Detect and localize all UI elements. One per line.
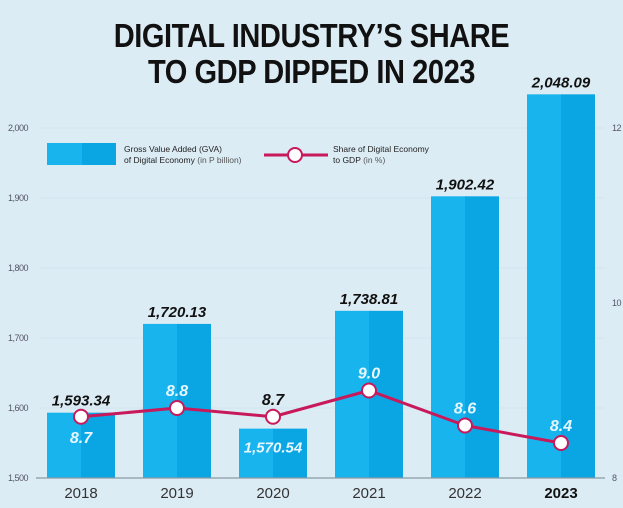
point-value-label: 8.7 [262,392,285,409]
share-line [73,382,569,451]
point-value-label: 9.0 [358,366,380,383]
legend-share-line2: to GDP (in %) [333,155,385,165]
legend-share-line2-text: to GDP [333,155,361,165]
y-right-tick-label: 12 [612,123,622,133]
share-point-2019 [169,400,185,416]
y-axis-right: 8 10 12 [612,123,622,483]
bar-value-label: 1,738.81 [340,291,398,308]
point-value-label: 8.6 [454,401,476,418]
bar-left-half [239,428,274,478]
bar-2023 [527,94,595,478]
bar-value-label: 1,720.13 [148,304,207,321]
y-right-tick-label: 8 [612,473,617,483]
y-left-tick-label: 1,500 [8,473,29,483]
bar-2019 [143,323,211,478]
share-point-2023 [553,435,569,451]
legend-share-unit: (in %) [363,155,385,165]
point-value-labels: 8.7 8.8 8.7 9.0 8.6 8.4 [70,366,572,447]
y-right-tick-label: 10 [612,298,622,308]
legend-share-line1: Share of Digital Economy [333,144,430,154]
legend-swatch-gva-shade [82,143,116,165]
legend-gva-unit: (in P billion) [197,155,241,165]
bar-2022 [431,196,499,478]
x-axis-labels: 2018 2019 2020 2021 2022 2023 [64,485,577,502]
legend-swatch-gva [47,143,85,165]
legend-gva-line1: Gross Value Added (GVA) [124,144,222,154]
bar-right-half [177,323,211,478]
gridlines [40,127,605,409]
bar-value-label: 1,902.42 [436,176,495,193]
bar-value-label: 1,570.54 [244,440,303,457]
legend-marker-share [287,147,303,163]
point-value-label: 8.4 [550,418,572,435]
x-tick-label: 2022 [448,485,481,502]
bar-right-half [81,412,115,478]
bar-2020 [239,428,307,478]
legend-gva-line2-text: of Digital Economy [124,155,196,165]
share-point-2020 [265,408,281,425]
y-left-tick-label: 1,800 [8,263,29,273]
bar-right-half [561,94,595,478]
legend: Gross Value Added (GVA) of Digital Econo… [47,143,430,165]
share-point-2021 [361,382,377,399]
chart-title-line-2: TO GDP DIPPED IN 2023 [147,53,476,90]
x-tick-label: 2019 [160,485,193,502]
y-left-tick-label: 2,000 [8,123,29,133]
bar-right-half [465,196,499,478]
bar-2018 [47,412,115,478]
point-value-label: 8.7 [70,430,93,447]
share-line-path [80,389,562,445]
y-left-tick-label: 1,600 [8,403,29,413]
bar-value-label: 2,048.09 [531,74,591,91]
y-axis-left: 1,500 1,600 1,700 1,800 1,900 2,000 [8,123,29,483]
point-value-label: 8.8 [166,383,188,400]
x-tick-label: 2021 [352,485,385,502]
x-tick-label: 2018 [64,485,97,502]
legend-item-gva: Gross Value Added (GVA) of Digital Econo… [47,143,242,165]
share-point-2018 [73,408,89,425]
chart-title: DIGITAL INDUSTRY’S SHARE TO GDP DIPPED I… [37,18,585,90]
bar-left-half [527,94,562,478]
share-point-2022 [457,417,473,434]
x-tick-label: 2020 [256,485,289,502]
y-left-tick-label: 1,700 [8,333,29,343]
legend-gva-line2: of Digital Economy (in P billion) [124,155,242,165]
y-left-tick-label: 1,900 [8,193,29,203]
legend-item-share: Share of Digital Economy to GDP (in %) [264,144,430,165]
chart-title-line-1: DIGITAL INDUSTRY’S SHARE [113,17,510,54]
x-tick-label: 2023 [544,485,577,502]
bar-value-label: 1,593.34 [52,393,111,410]
bar-right-half [273,428,307,478]
bar-left-half [47,412,82,478]
bar-value-labels: 1,593.34 1,720.13 1,570.54 1,738.81 1,902.42… [52,74,591,456]
bar-left-half [431,196,466,478]
bar-left-half [143,323,178,478]
